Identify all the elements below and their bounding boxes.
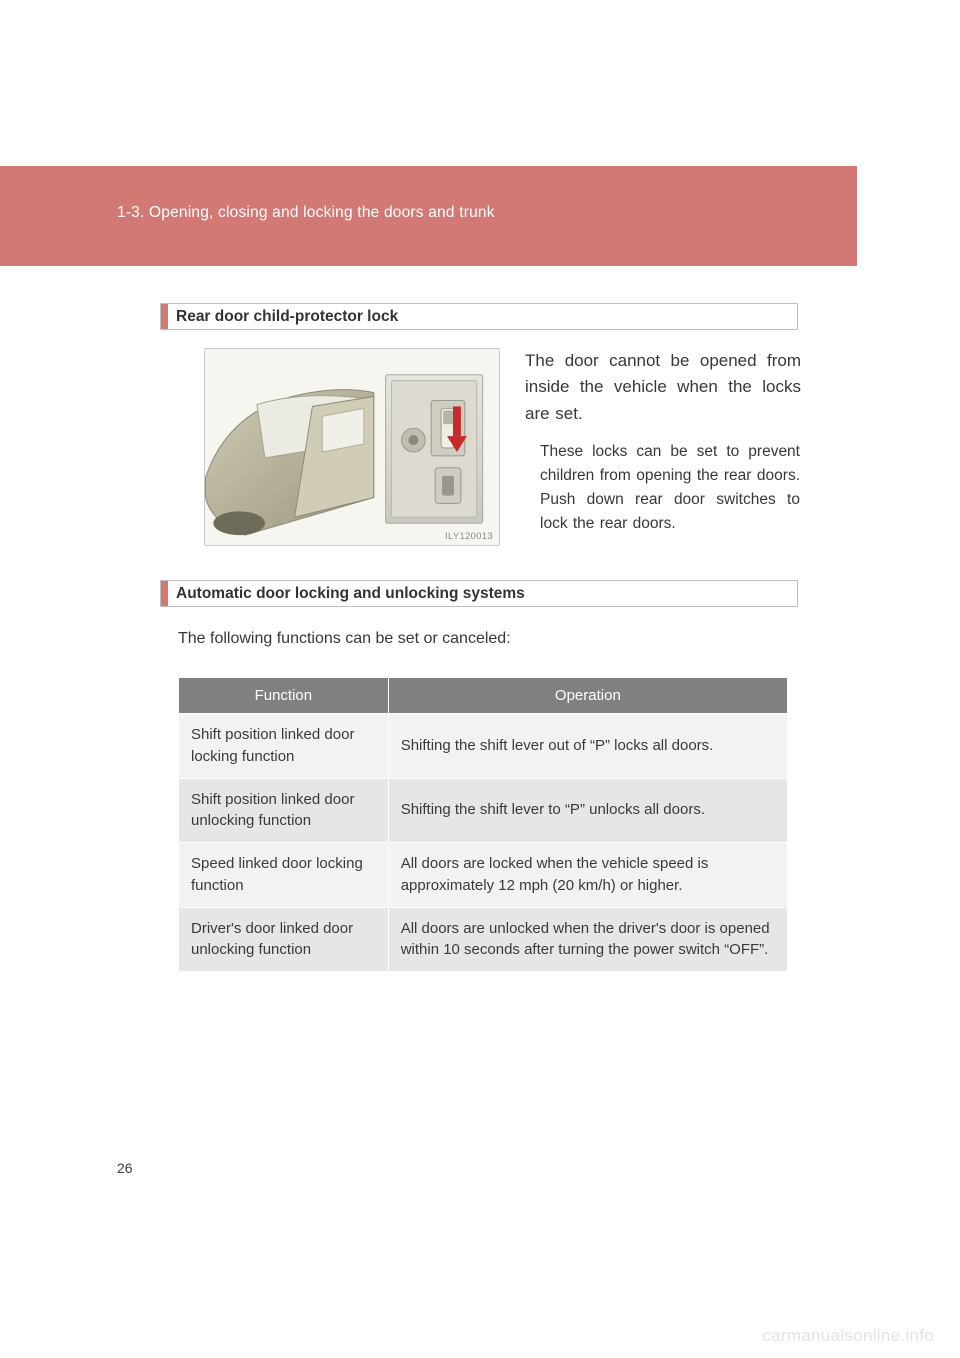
child-lock-svg — [205, 349, 499, 545]
illustration-tag: ILY120013 — [445, 531, 493, 542]
functions-table: Function Operation Shift position linked… — [178, 677, 788, 972]
table-row: Driver's door linked door unlocking func… — [179, 907, 788, 972]
section-heading-auto-lock: Automatic door locking and unlocking sys… — [160, 580, 798, 607]
header-band-left — [0, 166, 117, 266]
cell-function: Speed linked door locking function — [179, 843, 389, 908]
section-title-text: Automatic door locking and unlocking sys… — [176, 584, 525, 604]
header-section-label: 1-3. Opening, closing and locking the do… — [117, 204, 495, 222]
table-header-row: Function Operation — [179, 678, 788, 714]
auto-lock-intro: The following functions can be set or ca… — [178, 627, 798, 652]
cell-function: Shift position linked door locking funct… — [179, 714, 389, 779]
cell-operation: All doors are locked when the vehicle sp… — [388, 843, 787, 908]
child-lock-illustration: ILY120013 — [204, 348, 500, 546]
cell-function: Driver's door linked door unlocking func… — [179, 907, 389, 972]
col-header-function: Function — [179, 678, 389, 714]
heading-accent-bar — [161, 304, 168, 329]
table-row: Shift position linked door locking funct… — [179, 714, 788, 779]
child-lock-detail-text: These locks can be set to prevent childr… — [540, 440, 800, 536]
cell-operation: Shifting the shift lever out of “P” lock… — [388, 714, 787, 779]
heading-accent-bar — [161, 581, 168, 606]
cell-operation: All doors are unlocked when the driver's… — [388, 907, 787, 972]
table-row: Shift position linked door unlocking fun… — [179, 778, 788, 843]
table-row: Speed linked door locking function All d… — [179, 843, 788, 908]
section-title-text: Rear door child-protector lock — [176, 307, 398, 327]
page-number: 26 — [117, 1160, 133, 1176]
child-lock-lead-text: The door cannot be opened from inside th… — [525, 348, 801, 427]
watermark-text: carmanualsonline.info — [762, 1326, 934, 1346]
cell-function: Shift position linked door unlocking fun… — [179, 778, 389, 843]
section-heading-child-lock: Rear door child-protector lock — [160, 303, 798, 330]
manual-page: { "header": { "section_label": "1-3. Ope… — [0, 0, 960, 1358]
col-header-operation: Operation — [388, 678, 787, 714]
cell-operation: Shifting the shift lever to “P” unlocks … — [388, 778, 787, 843]
